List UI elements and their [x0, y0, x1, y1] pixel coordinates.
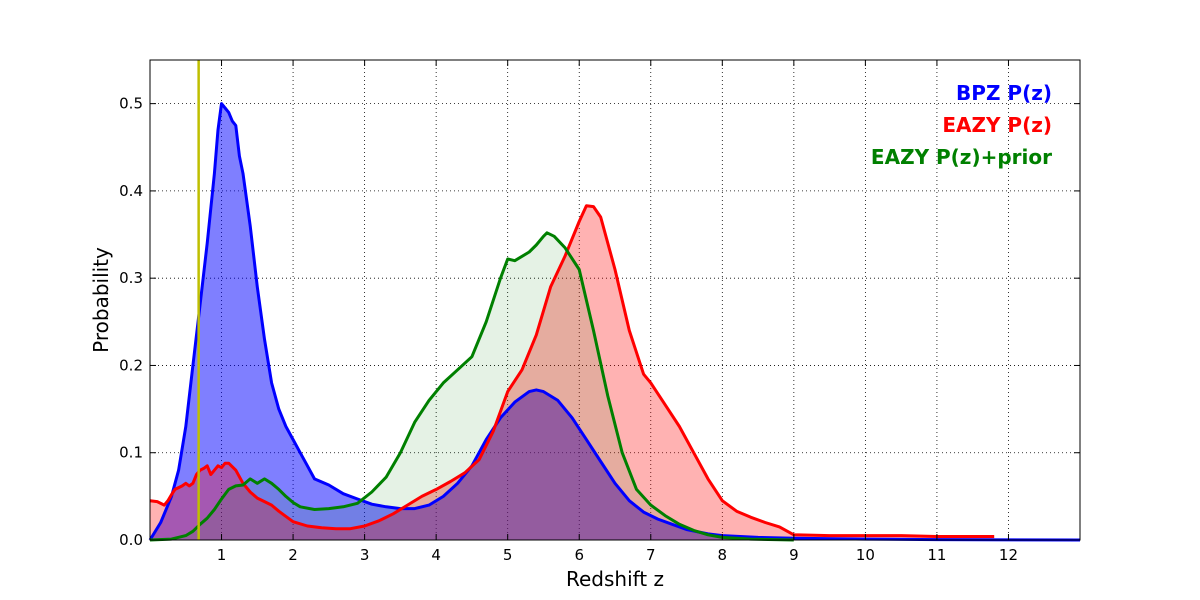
y-tick-label: 0.2	[119, 356, 143, 374]
y-tick-label: 0.0	[119, 531, 143, 549]
grid	[150, 60, 1080, 541]
x-tick-label: 12	[999, 546, 1018, 564]
x-tick-label: 2	[288, 546, 298, 564]
legend: BPZ P(z) EAZY P(z) EAZY P(z)+prior	[871, 81, 1052, 169]
legend-entry-1: BPZ P(z)	[956, 81, 1052, 105]
y-tick-label: 0.5	[119, 95, 143, 113]
x-axis-label: Redshift z	[566, 567, 664, 591]
series-fill-1	[150, 103, 1080, 540]
x-tick-label: 9	[789, 546, 799, 564]
series-layer	[148, 102, 1081, 542]
x-tick-label: 1	[217, 546, 227, 564]
ticks: 1 2 3 4 5 6 7 8 9 10 11 120.00.10.20.30.40.5	[119, 60, 1080, 564]
series-fill-3	[150, 232, 794, 541]
series-line-3	[149, 231, 794, 542]
legend-entry-2: EAZY P(z)	[942, 113, 1052, 137]
legend-entry-3: EAZY P(z)+prior	[871, 145, 1052, 169]
x-tick-label: 11	[927, 546, 946, 564]
series-fill-2	[150, 205, 995, 540]
x-tick-label: 3	[360, 546, 370, 564]
x-tick-label: 5	[503, 546, 513, 564]
x-tick-label: 10	[856, 546, 875, 564]
y-axis-label: Probability	[89, 247, 113, 353]
plot-frame	[149, 59, 1081, 541]
y-tick-label: 0.1	[119, 444, 143, 462]
x-tick-label: 8	[718, 546, 728, 564]
x-tick-label: 6	[574, 546, 584, 564]
y-tick-label: 0.3	[119, 269, 143, 287]
series-line-1	[148, 102, 1081, 542]
x-tick-label: 7	[646, 546, 656, 564]
y-tick-label: 0.4	[119, 182, 143, 200]
x-tick-label: 4	[431, 546, 441, 564]
